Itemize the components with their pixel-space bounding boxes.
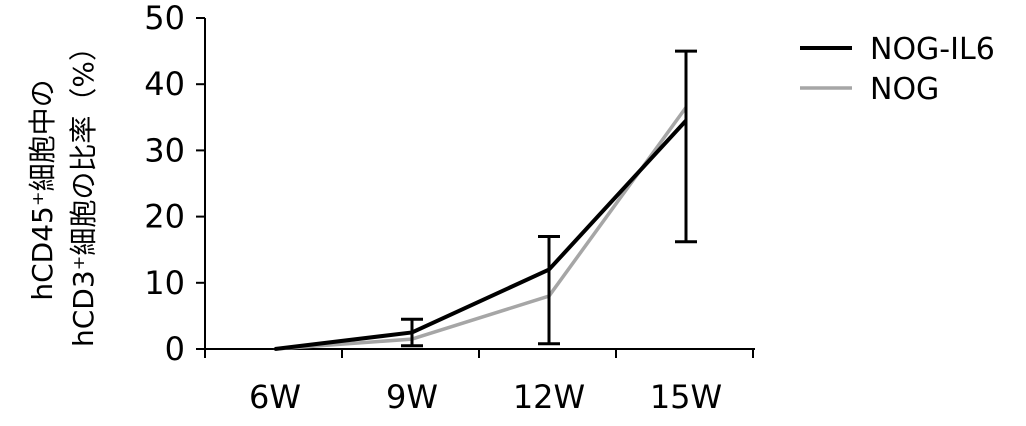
error-bars — [401, 49, 697, 348]
legend-label: NOG-IL6 — [870, 32, 995, 67]
series-layer — [273, 105, 688, 351]
y-tick-label: 20 — [144, 198, 185, 236]
legend: NOG-IL6 NOG — [800, 32, 995, 107]
y-tick-label: 10 — [144, 264, 185, 302]
y-axis-ticks: 0 10 20 30 40 50 — [144, 0, 205, 368]
y-axis-label-line-2: hCD3⁺細胞の比率（%） — [67, 33, 100, 347]
x-axis-ticks: 6W 9W 12W 15W — [204, 349, 754, 416]
y-tick-label: 0 — [165, 330, 185, 368]
y-tick-label: 50 — [144, 0, 185, 37]
data-point — [273, 347, 277, 351]
y-axis-label-line-1: hCD45⁺細胞中の — [26, 79, 59, 300]
x-tick-label: 9W — [386, 378, 438, 416]
y-axis-label: hCD45⁺細胞中の hCD3⁺細胞の比率（%） — [26, 33, 100, 347]
x-tick-label: 6W — [249, 378, 301, 416]
series-line-nog-il6 — [274, 119, 688, 351]
series-line-nog — [274, 106, 688, 351]
y-tick-label: 30 — [144, 131, 185, 169]
x-tick-label: 12W — [513, 378, 585, 416]
legend-label: NOG — [870, 72, 939, 107]
x-tick-label: 15W — [650, 378, 722, 416]
y-tick-label: 40 — [144, 65, 185, 103]
